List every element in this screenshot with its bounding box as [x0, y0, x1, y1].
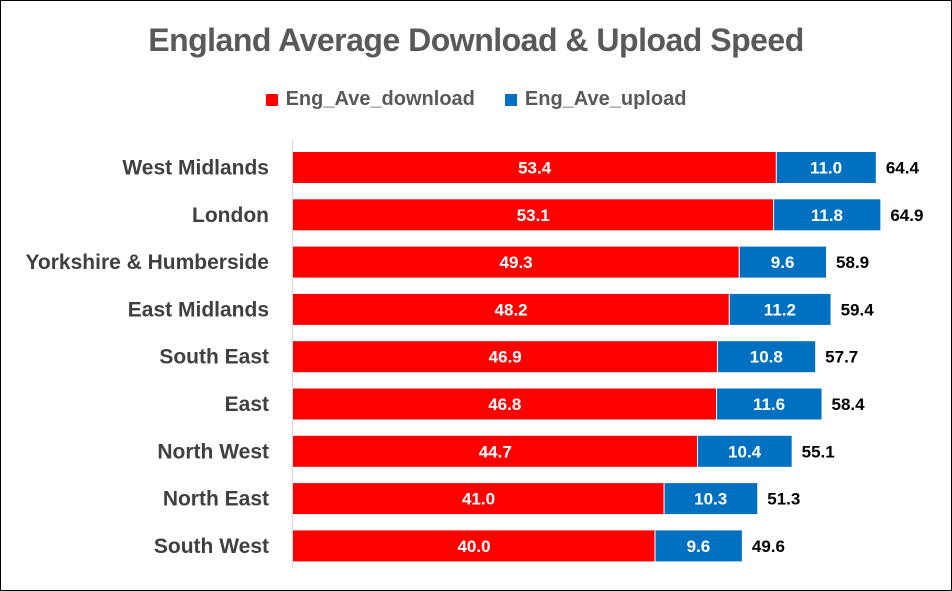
chart-title: England Average Download & Upload Speed [148, 22, 804, 58]
legend-label-download: Eng_Ave_download [285, 88, 475, 110]
bar-upload [773, 199, 881, 231]
data-label-total: 64.4 [886, 159, 920, 178]
category-label: South West [154, 535, 269, 558]
bar-upload [664, 483, 758, 515]
data-label-upload: 11.8 [811, 206, 843, 225]
data-label-download: 48.2 [495, 300, 528, 319]
data-label-upload: 10.3 [694, 490, 727, 509]
data-label-total: 59.4 [841, 300, 875, 319]
data-label-download: 41.0 [462, 490, 495, 509]
data-label-total: 49.6 [752, 537, 785, 556]
data-label-download: 44.7 [479, 442, 512, 461]
legend-label-upload: Eng_Ave_upload [524, 88, 687, 110]
legend-item-upload: Eng_Ave_upload [504, 88, 687, 111]
bar-download [293, 435, 698, 467]
bar-upload [697, 435, 792, 467]
data-label-upload: 11.6 [753, 395, 785, 414]
bar-download [293, 246, 740, 278]
legend-item-download: Eng_Ave_download [265, 88, 475, 111]
bar-download [293, 152, 777, 183]
category-label: North West [157, 440, 269, 463]
bar-download [293, 388, 717, 420]
bar-download [293, 530, 655, 562]
chart-legend: Eng_Ave_download Eng_Ave_upload [0, 88, 952, 111]
category-label: East Midlands [128, 298, 269, 321]
data-label-total: 57.7 [825, 348, 858, 367]
data-label-total: 55.1 [802, 442, 835, 461]
data-label-download: 53.4 [518, 159, 552, 178]
category-label: London [192, 204, 269, 227]
bar-upload [729, 293, 831, 325]
data-label-download: 46.9 [489, 348, 522, 367]
category-label: West Midlands [122, 157, 269, 180]
data-label-download: 40.0 [457, 537, 490, 556]
bar-download [293, 293, 730, 325]
data-label-upload: 11.2 [764, 300, 796, 319]
data-label-upload: 9.6 [687, 537, 711, 556]
category-label: East [225, 393, 269, 416]
legend-swatch-upload [504, 93, 517, 106]
data-label-total: 51.3 [767, 490, 800, 509]
bar-upload [776, 152, 876, 183]
bar-upload [655, 530, 742, 562]
data-label-upload: 10.8 [750, 348, 783, 367]
data-label-download: 53.1 [517, 206, 550, 225]
data-label-upload: 9.6 [771, 253, 795, 272]
data-label-upload: 10.4 [728, 442, 762, 461]
category-label: Yorkshire & Humberside [25, 251, 269, 274]
data-label-total: 58.4 [832, 395, 866, 414]
bar-download [293, 483, 665, 515]
legend-swatch-download [265, 93, 278, 106]
bar-upload [716, 388, 822, 420]
data-label-download: 49.3 [500, 253, 533, 272]
category-label: North East [163, 488, 269, 511]
bar-upload [739, 246, 827, 278]
data-label-download: 46.8 [488, 395, 521, 414]
bar-upload [717, 341, 816, 373]
bar-download [293, 199, 774, 231]
bar-download [293, 341, 718, 373]
data-label-total: 58.9 [836, 253, 869, 272]
data-label-upload: 11.0 [810, 159, 842, 178]
data-label-total: 64.9 [890, 206, 923, 225]
category-label: South East [159, 346, 269, 369]
